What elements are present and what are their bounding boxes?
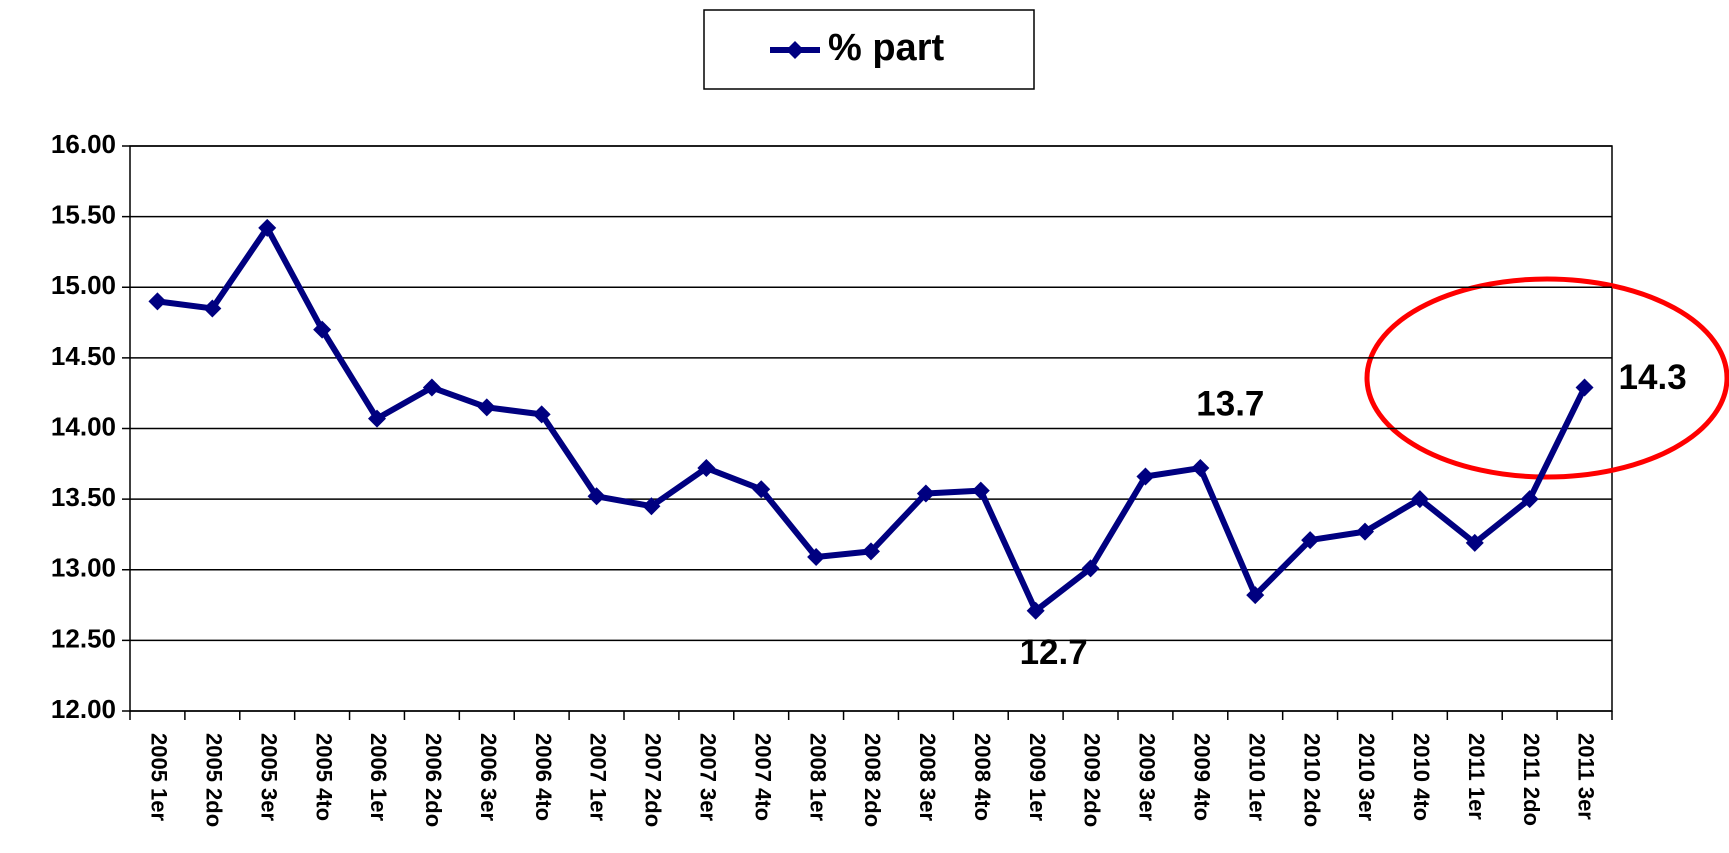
x-tick-label: 2009 2do — [1080, 733, 1105, 827]
y-tick-label: 12.50 — [51, 623, 116, 653]
legend: % part — [770, 27, 944, 69]
point-marker — [1191, 459, 1210, 478]
point-marker — [752, 480, 771, 499]
point-marker — [862, 542, 880, 561]
y-tick-label: 15.00 — [51, 270, 116, 300]
x-tick-label: 2008 4to — [970, 733, 995, 821]
x-tick-label: 2007 1er — [586, 733, 611, 822]
point-marker — [1575, 378, 1594, 397]
x-tick-label: 2009 3er — [1135, 733, 1160, 822]
x-tick-label: 2006 2do — [421, 733, 446, 827]
y-tick-label: 12.00 — [51, 694, 116, 724]
highlight-ellipse — [1364, 276, 1729, 480]
point-marker — [422, 378, 441, 397]
point-marker — [916, 484, 935, 503]
x-tick-label: 2008 2do — [860, 733, 885, 827]
y-tick-label: 15.50 — [51, 200, 116, 230]
point-marker — [532, 405, 551, 424]
y-tick-label: 16.00 — [51, 129, 116, 159]
point-marker — [1410, 490, 1429, 509]
point-marker — [642, 497, 661, 516]
point-marker — [697, 459, 716, 478]
point-marker — [807, 548, 826, 567]
x-tick-label: 2006 4to — [531, 733, 556, 821]
x-tick-label: 2007 3er — [696, 733, 721, 822]
x-tick-label: 2009 4to — [1190, 733, 1215, 821]
x-tick-label: 2010 1er — [1244, 733, 1269, 822]
x-tick-label: 2008 3er — [915, 733, 940, 822]
point-marker — [203, 299, 222, 318]
legend-box — [703, 9, 1035, 90]
point-marker — [368, 409, 386, 428]
point-marker — [148, 292, 167, 311]
x-tick-label: 2010 2do — [1299, 733, 1324, 827]
point-marker — [477, 398, 496, 417]
point-marker — [1136, 467, 1155, 486]
x-tick-label: 2007 2do — [641, 733, 666, 827]
point-marker — [258, 218, 277, 237]
x-tick-label: 2005 3er — [256, 733, 281, 822]
x-tick-label: 2011 3er — [1574, 733, 1599, 820]
x-tick-label: 2006 3er — [476, 733, 501, 822]
point-marker — [587, 487, 606, 506]
x-tick-label: 2006 1er — [366, 733, 391, 822]
x-tick-label: 2010 4to — [1409, 733, 1434, 821]
x-tick-label: 2011 2do — [1519, 733, 1544, 826]
x-tick-label: 2005 1er — [147, 733, 172, 822]
y-tick-label: 13.00 — [51, 553, 116, 583]
x-tick-label: 2009 1er — [1025, 733, 1050, 822]
x-tick-label: 2007 4to — [750, 733, 775, 821]
point-marker — [971, 481, 990, 500]
point-marker — [1026, 601, 1045, 620]
x-tick-label: 2008 1er — [805, 733, 830, 822]
legend-marker — [786, 41, 804, 59]
y-tick-label: 13.50 — [51, 482, 116, 512]
x-tick-label: 2011 1er — [1464, 733, 1489, 820]
y-tick-label: 14.50 — [51, 341, 116, 371]
point-marker — [1520, 490, 1539, 509]
point-marker — [1081, 559, 1100, 578]
point-marker — [1301, 531, 1320, 550]
data-label: 12.7 — [1020, 633, 1088, 672]
data-label: 14.3 — [1619, 358, 1687, 397]
point-marker — [1465, 533, 1484, 552]
point-marker — [313, 320, 332, 339]
x-tick-label: 2005 4to — [311, 733, 336, 821]
point-marker — [1356, 522, 1374, 541]
point-marker — [1246, 586, 1265, 605]
x-tick-label: 2005 2do — [202, 733, 227, 827]
legend-label: % part — [828, 27, 944, 69]
y-tick-label: 14.00 — [51, 411, 116, 441]
x-tick-label: 2010 3er — [1354, 733, 1379, 822]
data-label: 13.7 — [1196, 384, 1264, 423]
